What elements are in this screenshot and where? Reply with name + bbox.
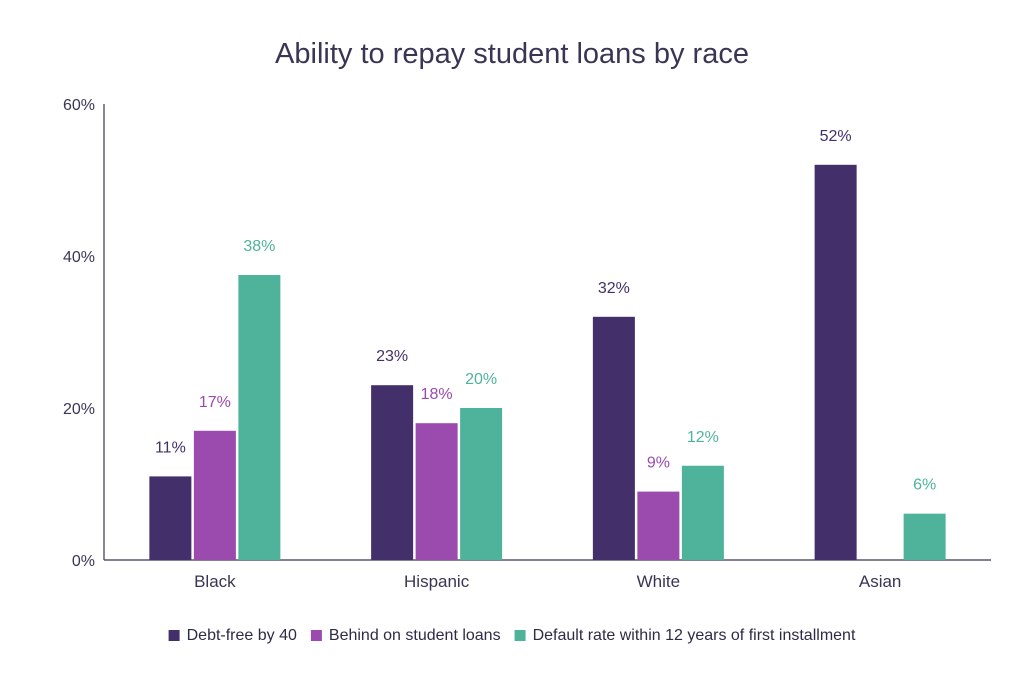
- data-label: 20%: [465, 371, 497, 388]
- bar: [592, 316, 635, 560]
- legend: Debt-free by 40 Behind on student loans De…: [168, 627, 856, 644]
- legend-swatch: [310, 630, 322, 641]
- x-axis-categories: Black Hispanic White Asian: [194, 572, 901, 591]
- y-tick-label: 40%: [63, 249, 95, 266]
- legend-item: Default rate within 12 years of first in…: [514, 627, 856, 644]
- bar: [193, 430, 236, 560]
- data-label: 9%: [647, 455, 670, 472]
- data-label: 17%: [199, 394, 231, 411]
- bar: [814, 164, 857, 561]
- bar: [681, 465, 724, 560]
- bar: [637, 491, 680, 560]
- data-labels: 11% 17% 38% 23% 18% 20% 32% 9% 12% 52% 6%: [155, 128, 936, 494]
- x-tick-label: Hispanic: [404, 572, 470, 591]
- x-tick-label: Black: [194, 572, 236, 591]
- legend-label: Debt-free by 40: [187, 627, 297, 644]
- data-label: 18%: [421, 386, 453, 403]
- legend-swatch: [168, 630, 180, 641]
- bars: [149, 164, 946, 561]
- y-tick-label: 0%: [72, 553, 95, 570]
- data-label: 12%: [687, 429, 719, 446]
- bar: [460, 408, 503, 560]
- y-tick-label: 20%: [63, 401, 95, 418]
- data-label: 38%: [243, 238, 275, 255]
- legend-item: Debt-free by 40: [168, 627, 297, 644]
- legend-swatch: [514, 630, 526, 641]
- data-label: 11%: [155, 439, 186, 456]
- x-tick-label: White: [637, 572, 680, 591]
- y-axis-ticks: 0% 20% 40% 60%: [63, 97, 95, 570]
- x-tick-label: Asian: [859, 572, 902, 591]
- chart-title: Ability to repay student loans by race: [275, 38, 749, 70]
- legend-item: Behind on student loans: [310, 627, 501, 644]
- data-label: 6%: [913, 477, 936, 494]
- legend-label: Default rate within 12 years of first in…: [533, 627, 856, 644]
- bar: [238, 275, 281, 560]
- data-label: 23%: [376, 348, 408, 365]
- bar: [149, 476, 192, 560]
- data-label: 52%: [820, 128, 852, 145]
- legend-label: Behind on student loans: [329, 627, 501, 644]
- data-label: 32%: [598, 280, 630, 297]
- y-tick-label: 60%: [63, 97, 95, 114]
- bar: [415, 423, 458, 560]
- bar: [371, 385, 414, 560]
- bar: [903, 513, 946, 560]
